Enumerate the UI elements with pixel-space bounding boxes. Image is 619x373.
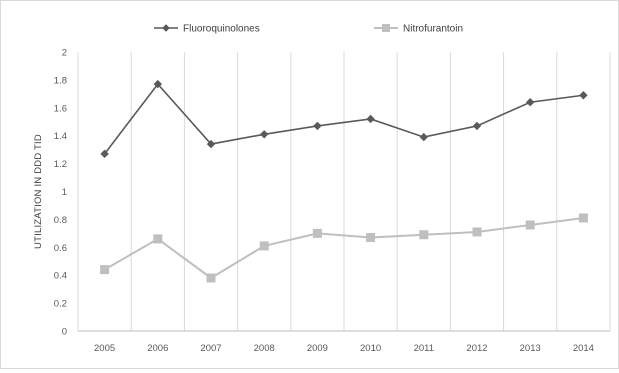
fluoroquinolones-series — [100, 79, 588, 159]
fluoroquinolones-point — [526, 98, 535, 107]
fluoroquinolones-line — [103, 82, 584, 155]
nitrofurantoin-line — [104, 217, 584, 280]
fluoroquinolones-point — [313, 121, 322, 131]
x-tick-label: 2010 — [360, 343, 381, 354]
y-tick-label: 0.8 — [54, 215, 67, 226]
nitrofurantoin-point — [100, 265, 110, 275]
x-tick-label: 2009 — [307, 343, 328, 354]
x-tick-label: 2011 — [414, 343, 434, 354]
x-tick-label: 2008 — [254, 343, 275, 354]
legend-marker — [162, 24, 170, 32]
nitrofurantoin-point — [419, 230, 429, 240]
legend-item-nitrofurantoin: Nitrofurantoin — [374, 24, 463, 35]
y-tick-label: 0.4 — [54, 271, 67, 282]
x-axis-tick-labels: 2005 2006 2007 2008 2009 2010 2011 2012 2013 2014 — [94, 343, 594, 354]
nitrofurantoin-point — [578, 213, 588, 223]
nitrofurantoin-point — [312, 228, 322, 238]
fluoroquinolones-point — [472, 121, 482, 131]
nitrofurantoin-point — [472, 227, 482, 237]
fluoroquinolones-point — [100, 149, 109, 159]
fluoroquinolones-point — [206, 139, 216, 149]
legend: Fluoroquinolones Nitrofurantoin — [154, 24, 463, 35]
x-tick-label: 2006 — [147, 343, 168, 354]
x-tick-label: 2007 — [200, 343, 221, 354]
nitrofurantoin-point — [366, 233, 376, 243]
y-tick-label: 1.4 — [54, 131, 67, 142]
fluoroquinolones-point — [153, 79, 162, 89]
legend-label: Fluoroquinolones — [183, 24, 260, 35]
x-tick-label: 2014 — [573, 343, 594, 354]
fluoroquinolones-point — [260, 130, 269, 139]
nitrofurantoin-point — [259, 241, 269, 251]
y-tick-label: 0.2 — [54, 299, 67, 310]
x-tick-label: 2013 — [520, 343, 541, 354]
series-layer — [100, 79, 588, 283]
legend-item-fluoroquinolones: Fluoroquinolones — [154, 24, 260, 35]
y-axis-title: UTILIZATION IN DDD TID — [33, 134, 44, 249]
y-tick-label: 1.8 — [54, 75, 67, 86]
nitrofurantoin-series — [100, 213, 588, 283]
y-tick-label: 2 — [62, 48, 67, 59]
y-tick-label: 0 — [62, 327, 67, 338]
legend-label: Nitrofurantoin — [403, 24, 463, 35]
nitrofurantoin-point — [206, 273, 216, 283]
y-tick-label: 0.6 — [54, 243, 67, 254]
fluoroquinolones-point — [366, 114, 375, 124]
x-tick-label: 2012 — [466, 343, 487, 354]
vertical-gridlines — [77, 52, 611, 331]
legend-marker — [382, 24, 390, 32]
fluoroquinolones-point — [419, 132, 428, 142]
nitrofurantoin-point — [525, 220, 535, 230]
y-axis-tick-labels: 0 0.2 0.4 0.6 0.8 1 1.2 1.4 1.6 1.8 2 — [54, 48, 67, 338]
x-tick-label: 2005 — [94, 343, 115, 354]
y-tick-label: 1.2 — [54, 159, 67, 170]
y-tick-label: 1 — [62, 187, 67, 198]
fluoroquinolones-point — [579, 91, 588, 100]
nitrofurantoin-point — [153, 234, 163, 244]
y-tick-label: 1.6 — [54, 103, 67, 114]
